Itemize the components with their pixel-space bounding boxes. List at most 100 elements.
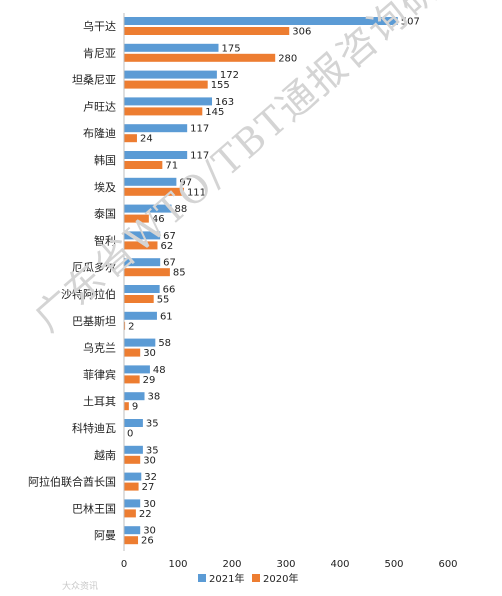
category-label: 科特迪瓦 [72,421,116,435]
bar-2021年 [124,365,150,374]
category-label: 泰国 [94,207,116,221]
category-labels: 乌干达肯尼亚坦桑尼亚卢旺达布隆迪韩国埃及泰国智利厄瓜多尔沙特阿拉伯巴基斯坦乌克兰… [28,19,116,542]
data-label: 9 [132,402,138,413]
category-label: 乌克兰 [83,341,116,355]
category-label: 卢旺达 [83,100,116,113]
data-label: 88 [175,204,188,215]
x-tick-label: 500 [384,559,403,570]
bar-2020年 [124,482,139,491]
data-label: 55 [157,295,170,306]
bar-2021年 [124,392,145,401]
bar-2021年 [124,445,143,454]
bar-2020年 [124,80,208,89]
category-label: 越南 [94,448,116,462]
bar-2021年 [124,419,143,427]
data-label: 46 [152,214,165,225]
bar-2020年 [124,214,149,223]
x-tick-label: 600 [438,559,457,570]
data-label: 67 [163,258,176,269]
data-label: 2 [128,321,134,332]
category-label: 埃及 [94,180,116,194]
bar-2020年 [124,187,184,196]
bar-2020年 [124,295,154,303]
data-label: 32 [144,472,157,483]
bar-2021年 [124,231,161,240]
data-label: 30 [143,526,156,537]
category-label: 沙特阿拉伯 [61,287,116,301]
data-label: 67 [163,231,176,242]
bar-2020年 [124,134,137,143]
category-label: 坦桑尼亚 [72,73,116,87]
data-label: 175 [222,43,241,54]
bar-2020年 [124,107,203,116]
category-label: 巴基斯坦 [72,314,116,328]
bars [124,17,398,545]
bar-2020年 [124,375,140,384]
data-label: 30 [143,348,156,359]
category-label: 肯尼亚 [83,47,116,60]
category-label: 菲律宾 [83,367,116,381]
data-label: 145 [205,107,224,118]
data-label: 172 [220,70,239,81]
data-label: 58 [158,338,171,349]
x-tick-label: 400 [330,559,349,570]
data-label: 306 [292,27,311,38]
category-label: 乌干达 [83,19,116,33]
x-tick-label: 0 [121,559,127,570]
data-label: 26 [141,536,154,547]
category-label: 厄瓜多尔 [72,260,116,274]
x-tick-label: 100 [168,559,187,570]
bar-2020年 [124,53,276,62]
bar-2020年 [124,509,136,518]
bar-2021年 [124,151,188,159]
data-label: 0 [127,429,133,440]
x-tick-label: 300 [276,559,295,570]
x-tick-label: 200 [222,559,241,570]
bar-2021年 [124,70,217,79]
data-label: 117 [190,124,209,135]
bar-2020年 [124,268,170,277]
data-label: 35 [146,419,159,430]
bar-2020年 [124,536,139,545]
bar-2021年 [124,97,213,106]
category-label: 智利 [94,233,116,247]
data-label: 61 [160,311,173,322]
bar-2020年 [124,402,129,411]
bar-2021年 [124,17,398,25]
bar-2020年 [124,241,158,250]
source-logo: 大众资讯 [62,582,99,592]
bar-2021年 [124,285,160,293]
data-label: 111 [187,187,206,198]
data-label: 507 [401,17,420,28]
bar-2021年 [124,338,156,347]
bar-2021年 [124,124,188,133]
legend: 2021年 2020年 [198,572,298,585]
bar-2020年 [124,455,141,464]
data-label: 163 [215,97,234,108]
data-label: 66 [163,285,176,296]
data-label: 62 [160,241,173,252]
category-label: 土耳其 [83,395,116,408]
category-label: 阿拉伯联合酋长国 [28,475,116,489]
data-label: 38 [148,392,161,403]
x-axis: 0 100 200 300 400 500 600 [121,13,458,570]
legend-label-2021: 2021年 [209,572,244,585]
data-label: 29 [143,375,156,386]
bar-2020年 [124,321,126,330]
data-label: 117 [190,151,209,162]
category-label: 巴林王国 [72,501,116,515]
legend-label-2020: 2020年 [263,572,298,585]
bar-2021年 [124,43,219,52]
bar-2021年 [124,177,177,186]
bar-2021年 [124,311,157,320]
bar-2020年 [124,348,141,357]
category-label: 阿曼 [94,529,116,542]
data-label: 22 [139,509,152,520]
legend-swatch-2021 [198,574,206,582]
data-label: 155 [211,80,230,91]
bar-2021年 [124,526,141,535]
bar-2021年 [124,472,142,481]
bar-2021年 [124,258,161,267]
